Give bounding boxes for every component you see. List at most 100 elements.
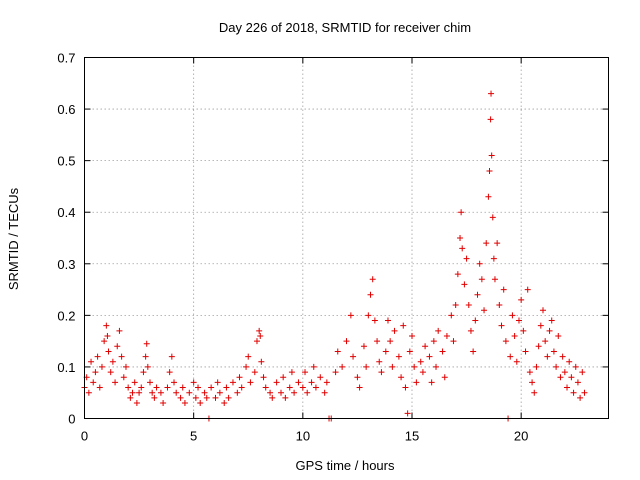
data-point xyxy=(223,384,230,391)
data-point xyxy=(548,317,555,324)
data-point xyxy=(559,353,566,360)
data-point xyxy=(153,384,160,391)
data-point xyxy=(490,255,497,262)
data-point xyxy=(262,384,269,391)
data-point xyxy=(384,317,391,324)
data-point xyxy=(488,152,495,159)
data-point xyxy=(339,363,346,370)
data-point xyxy=(443,332,450,339)
data-point xyxy=(238,384,245,391)
data-point xyxy=(409,332,415,339)
data-point xyxy=(577,394,584,401)
data-point xyxy=(454,271,461,278)
data-point xyxy=(104,332,111,339)
data-point xyxy=(540,307,546,314)
data-point xyxy=(572,363,579,370)
data-point xyxy=(112,379,119,386)
data-point xyxy=(491,276,498,283)
y-tick-label: 0.6 xyxy=(57,102,75,117)
data-point xyxy=(448,312,455,319)
data-point xyxy=(332,369,339,376)
data-point xyxy=(201,389,208,396)
data-point xyxy=(142,353,149,360)
plot-frame xyxy=(84,57,609,419)
data-point xyxy=(85,389,92,396)
data-point xyxy=(109,358,116,365)
data-point xyxy=(257,332,264,339)
data-point xyxy=(136,389,143,396)
data-point xyxy=(400,322,407,329)
data-point xyxy=(476,260,483,267)
data-point xyxy=(214,379,221,386)
data-point xyxy=(236,374,243,381)
data-point xyxy=(212,394,219,401)
data-point xyxy=(376,358,383,365)
data-point xyxy=(122,363,129,370)
data-point xyxy=(247,379,254,386)
y-tick-label: 0 xyxy=(68,412,75,427)
data-point xyxy=(94,353,101,360)
data-point xyxy=(566,358,573,365)
data-point xyxy=(280,374,287,381)
data-point xyxy=(496,302,503,309)
data-point xyxy=(435,327,442,334)
data-point xyxy=(467,327,474,334)
data-point xyxy=(295,379,302,386)
data-point xyxy=(458,209,465,216)
y-tick-label: 0.1 xyxy=(57,360,75,375)
y-tick-label: 0.2 xyxy=(57,308,75,323)
data-point xyxy=(151,394,158,401)
data-point xyxy=(470,348,477,355)
data-point xyxy=(485,193,492,200)
data-point xyxy=(570,389,577,396)
data-point xyxy=(312,384,319,391)
data-point xyxy=(404,410,411,417)
data-point xyxy=(177,394,184,401)
data-point xyxy=(542,338,549,345)
data-point xyxy=(101,338,108,345)
data-point xyxy=(269,394,276,401)
data-point xyxy=(157,389,164,396)
data-point xyxy=(382,348,389,355)
data-point xyxy=(426,353,433,360)
data-point xyxy=(88,358,95,365)
data-point xyxy=(343,338,350,345)
data-point xyxy=(251,369,258,376)
data-point xyxy=(243,363,250,370)
data-point xyxy=(208,384,215,391)
data-point xyxy=(489,214,496,221)
data-point xyxy=(513,358,520,365)
data-point xyxy=(561,369,568,376)
data-point xyxy=(171,379,178,386)
data-point xyxy=(192,394,199,401)
data-point xyxy=(500,286,507,293)
data-point xyxy=(350,353,357,360)
data-point xyxy=(347,312,354,319)
data-point xyxy=(387,338,394,345)
data-point xyxy=(494,240,501,247)
data-point xyxy=(478,276,485,283)
data-point xyxy=(574,379,581,386)
data-point xyxy=(509,312,516,319)
y-tick-label: 0.7 xyxy=(57,51,75,66)
data-point xyxy=(125,384,132,391)
x-tick-label: 10 xyxy=(296,429,310,444)
data-point xyxy=(129,389,136,396)
data-point xyxy=(181,400,188,407)
data-point xyxy=(406,348,413,355)
data-point xyxy=(127,394,134,401)
data-point xyxy=(433,363,440,370)
data-point xyxy=(487,116,494,123)
data-point xyxy=(428,379,435,386)
data-point xyxy=(463,255,470,262)
axis-ticks: 0 0.1 0.2 0.3 0.4 0.5 0.6 0.7 0 5 10 15 20 xyxy=(57,51,609,444)
data-point xyxy=(524,286,531,293)
data-point xyxy=(105,348,112,355)
data-point xyxy=(302,369,309,376)
data-point xyxy=(92,369,99,376)
data-point xyxy=(234,389,241,396)
data-point xyxy=(395,353,402,360)
data-point xyxy=(253,338,260,345)
data-point xyxy=(138,384,145,391)
data-point xyxy=(579,369,586,376)
